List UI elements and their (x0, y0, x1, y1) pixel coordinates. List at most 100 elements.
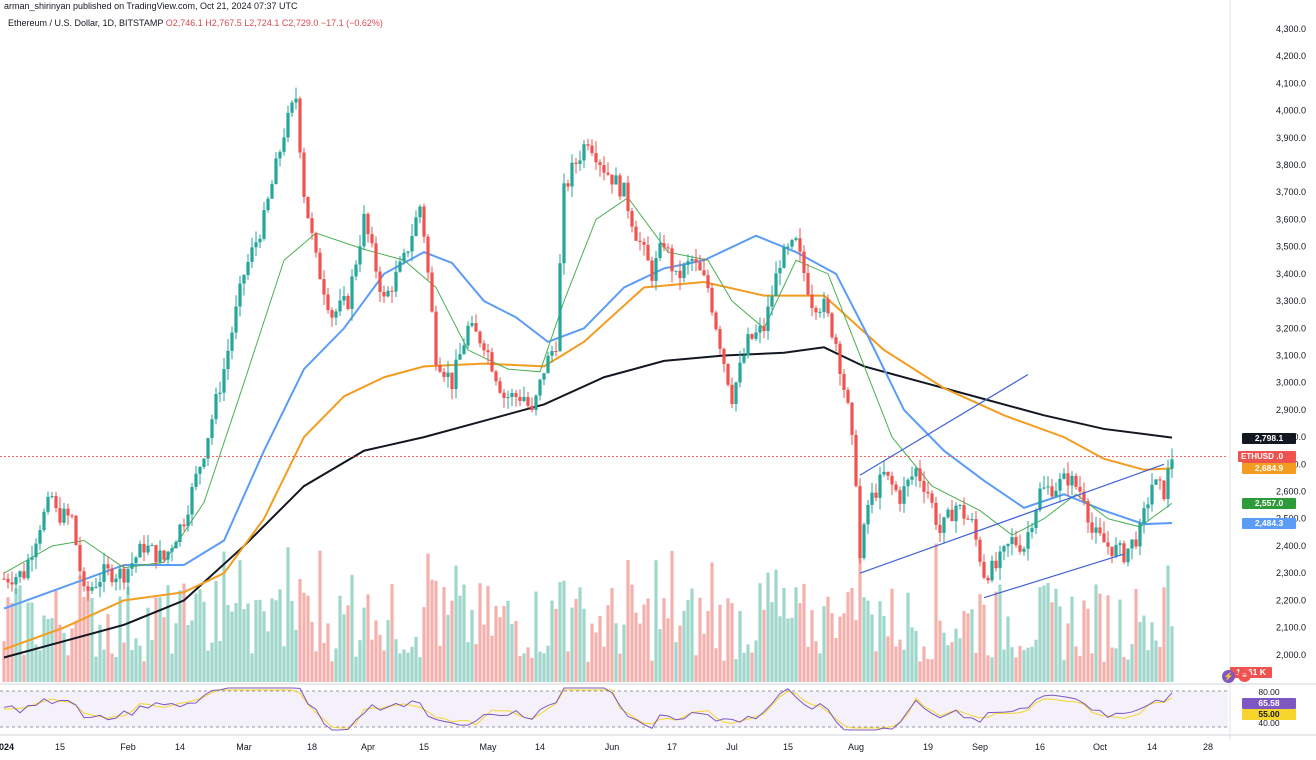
volume-bar (1146, 650, 1150, 682)
candle (286, 105, 290, 143)
candle-body (14, 577, 18, 585)
volume-bar (962, 610, 966, 682)
x-tick-label: 15 (783, 742, 793, 752)
volume-bar (762, 609, 766, 682)
volume-bar (238, 560, 242, 682)
x-tick-label: 18 (307, 742, 317, 752)
volume-bar (854, 620, 858, 682)
volume-bar (406, 652, 410, 682)
y-tick-label: 4,100.0 (1276, 78, 1306, 88)
candle (302, 147, 306, 204)
volume-bar (722, 660, 726, 682)
candle-body (1138, 523, 1142, 547)
volume-bar (42, 615, 46, 682)
candle-body (1090, 522, 1094, 533)
candle (1126, 548, 1130, 567)
volume-bar (566, 651, 570, 682)
volume-bar (486, 586, 490, 682)
candle (250, 237, 254, 269)
candle (838, 341, 842, 386)
candle-body (854, 434, 858, 487)
volume-bar (1010, 647, 1014, 682)
candle (678, 260, 682, 291)
candle-body (1154, 479, 1158, 485)
x-tick-label: Jul (726, 742, 738, 752)
candle (498, 377, 502, 395)
candle (126, 567, 130, 595)
volume-bar (226, 604, 230, 682)
volume-bar (782, 587, 786, 682)
volume-bar (802, 583, 806, 682)
candle (698, 254, 702, 271)
volume-bar (834, 637, 838, 682)
candle-body (154, 545, 158, 563)
candle-body (826, 298, 830, 314)
candle-body (910, 476, 914, 480)
volume-bar (58, 624, 62, 682)
volume-bar (378, 634, 382, 682)
volume-bar (314, 651, 318, 682)
candle (822, 292, 826, 319)
candle-body (1002, 546, 1006, 552)
volume-bar (862, 597, 866, 682)
candle-body (1046, 486, 1050, 488)
candle (926, 481, 930, 499)
candle (130, 552, 134, 577)
candle-body (238, 283, 242, 307)
candle (274, 152, 278, 185)
candle-body (118, 568, 122, 579)
candle (214, 387, 218, 425)
candle (1094, 517, 1098, 544)
channel-lower-line (859, 463, 1165, 574)
candle (42, 508, 46, 533)
candle (650, 256, 654, 288)
candle-body (194, 473, 198, 487)
candle-body (914, 468, 918, 477)
candle-body (646, 244, 650, 261)
candle-body (830, 313, 834, 338)
candle (1074, 473, 1078, 490)
candle (14, 573, 18, 595)
candle (602, 156, 606, 181)
candle (942, 516, 946, 544)
volume-bar (478, 583, 482, 682)
volume-bar (1154, 640, 1158, 682)
candle-body (110, 568, 114, 583)
candle-body (590, 145, 594, 154)
candle (1038, 482, 1042, 513)
y-tick-label: 2,900.0 (1276, 405, 1306, 415)
volume-bar (906, 592, 910, 682)
candle (330, 307, 334, 327)
volume-bar (986, 655, 990, 682)
volume-bar (122, 642, 126, 682)
candle-body (1158, 479, 1162, 481)
candle (1166, 459, 1170, 508)
volume-bar (954, 628, 958, 682)
candle-body (22, 571, 26, 579)
volume-bar (774, 569, 778, 682)
candle (230, 326, 234, 360)
volume-bar (318, 550, 322, 682)
flag-icon[interactable]: ≡ (1238, 669, 1251, 682)
candle-body (670, 248, 674, 272)
candle (22, 563, 26, 581)
volume-bar (550, 600, 554, 682)
symbol-title: Ethereum / U.S. Dollar, 1D, BITSTAMP (8, 18, 164, 28)
candle (142, 535, 146, 562)
candle-body (326, 294, 330, 311)
candle-body (74, 515, 78, 546)
volume-bar (374, 620, 378, 682)
candle (530, 397, 534, 413)
candle (254, 231, 258, 257)
lightning-icon[interactable]: ⚡ (1222, 670, 1235, 683)
candle-body (890, 475, 894, 485)
candle-body (634, 226, 638, 241)
candle (686, 254, 690, 275)
candle (1050, 478, 1054, 499)
volume-bar (74, 621, 78, 682)
candle (418, 204, 422, 224)
volume-bar (442, 587, 446, 682)
candle-body (386, 290, 390, 297)
volume-bar (930, 659, 934, 682)
